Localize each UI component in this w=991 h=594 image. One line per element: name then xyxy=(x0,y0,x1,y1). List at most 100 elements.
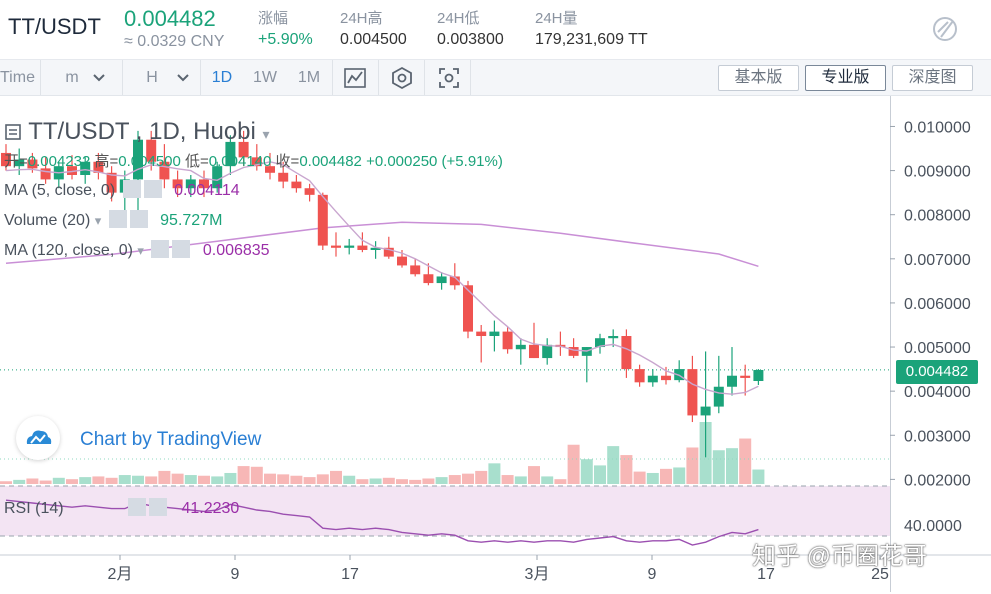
volume-bar xyxy=(554,479,567,484)
candle-body xyxy=(502,331,513,350)
candle-body xyxy=(278,172,289,182)
volume-bar xyxy=(514,476,527,484)
candle-body xyxy=(291,181,302,189)
candle-body xyxy=(383,247,394,257)
candle-body xyxy=(568,347,579,356)
chart-style-icon[interactable] xyxy=(343,66,367,90)
candle-body xyxy=(225,141,236,167)
theme-toggle-icon[interactable] xyxy=(928,12,964,48)
depth-chart-button[interactable]: 深度图 xyxy=(892,65,973,91)
volume-bar xyxy=(646,472,659,484)
high-24h-value: 0.004500 xyxy=(340,31,407,48)
candle-body xyxy=(199,179,209,189)
volume-bar xyxy=(488,463,501,484)
volume-bar xyxy=(409,479,422,484)
volume-bar xyxy=(171,473,184,484)
close-icon[interactable] xyxy=(143,180,162,198)
candle-body xyxy=(93,161,104,173)
volume-bar xyxy=(39,480,52,484)
volume-value: 95.727M xyxy=(160,212,223,229)
volume-bar xyxy=(356,479,369,484)
open-label: 开= xyxy=(4,153,28,170)
volume-bar xyxy=(224,472,237,484)
ma120-legend: MA (120, close, 0) ▾ 0.006835 xyxy=(4,240,270,260)
y-tick-label: 0.002000 xyxy=(904,472,971,489)
tradingview-attribution[interactable]: Chart by TradingView xyxy=(80,429,262,450)
volume-bar xyxy=(501,475,514,484)
change-label: 涨幅 xyxy=(258,10,289,27)
candle-body xyxy=(515,344,526,350)
volume-bar xyxy=(712,450,725,484)
volume-bar xyxy=(660,468,672,484)
change-readout: +0.000250 (+5.91%) xyxy=(366,153,503,170)
minute-interval-dropdown[interactable]: m xyxy=(65,69,79,86)
x-tick-label: 9 xyxy=(648,566,657,583)
gear-icon[interactable] xyxy=(151,240,170,258)
basic-view-button[interactable]: 基本版 xyxy=(718,65,799,91)
volume-bar xyxy=(422,478,435,484)
candle-body xyxy=(463,285,473,332)
volume-bar xyxy=(435,477,448,484)
candle-body xyxy=(159,161,170,180)
candle-body xyxy=(146,139,157,162)
tradingview-logo[interactable] xyxy=(16,416,60,460)
y-tick-label: 0.005000 xyxy=(904,340,971,357)
chevron-down-icon[interactable] xyxy=(92,72,106,84)
close-label: 收= xyxy=(275,153,300,170)
gear-icon[interactable] xyxy=(128,498,147,516)
chevron-down-icon[interactable] xyxy=(176,72,190,84)
price-chart[interactable]: 0.010000 0.009000 0.008000 0.007000 0.006000… xyxy=(0,96,991,594)
chevron-down-icon[interactable]: ▾ xyxy=(262,126,270,142)
toolbar-divider xyxy=(200,60,201,95)
volume-bar xyxy=(726,448,738,484)
volume-24h-value: 179,231,609 TT xyxy=(535,31,648,48)
candle-body xyxy=(14,159,25,167)
candle-body xyxy=(753,369,764,382)
time-button[interactable]: Time xyxy=(0,69,35,86)
close-value: 0.004482 xyxy=(299,153,362,170)
volume-bar xyxy=(330,470,342,484)
volume-bar xyxy=(316,474,329,484)
volume-bar xyxy=(26,478,39,484)
candle-body xyxy=(344,245,355,248)
volume-bar xyxy=(277,474,290,484)
close-icon[interactable] xyxy=(149,498,168,516)
volume-bar xyxy=(264,473,276,484)
candle-body xyxy=(713,386,724,407)
y-tick-label: 0.004000 xyxy=(904,384,971,401)
toolbar-divider xyxy=(332,60,333,95)
interval-1d-button[interactable]: 1D xyxy=(211,69,233,86)
candle-body xyxy=(133,139,143,180)
interval-1m-button[interactable]: 1M xyxy=(297,69,321,86)
volume-bar xyxy=(211,476,224,484)
chevron-down-icon[interactable]: ▾ xyxy=(94,213,102,228)
candle-body xyxy=(476,331,487,337)
symbol-title: TT/USDT , 1D, Huobi xyxy=(28,118,256,145)
chevron-down-icon[interactable]: ▾ xyxy=(137,243,144,258)
volume-bar xyxy=(52,477,65,484)
gear-icon[interactable] xyxy=(122,180,141,198)
chart-type-icon[interactable] xyxy=(4,123,22,141)
high-value: 0.004500 xyxy=(118,153,181,170)
candle-body xyxy=(397,256,407,266)
candle-body xyxy=(40,168,51,180)
candle-body xyxy=(621,336,632,370)
gear-icon[interactable] xyxy=(108,210,127,228)
screenshot-icon[interactable] xyxy=(437,66,461,90)
pro-view-button[interactable]: 专业版 xyxy=(805,65,886,91)
candle-body xyxy=(661,375,671,381)
candle-body xyxy=(238,141,249,158)
volume-24h-label: 24H量 xyxy=(535,10,578,27)
volume-bar xyxy=(92,476,105,484)
toolbar-divider xyxy=(122,60,123,95)
settings-icon[interactable] xyxy=(390,66,414,90)
close-icon[interactable] xyxy=(172,240,191,258)
interval-1w-button[interactable]: 1W xyxy=(253,69,277,86)
cny-price: ≈ 0.0329 CNY xyxy=(124,33,225,50)
volume-bar xyxy=(132,475,144,484)
hour-interval-dropdown[interactable]: H xyxy=(146,69,158,86)
x-tick-label: 3月 xyxy=(525,566,550,583)
close-icon[interactable] xyxy=(129,210,148,228)
last-price-tag: 0.004482 xyxy=(896,360,978,384)
candle-body xyxy=(67,166,77,175)
